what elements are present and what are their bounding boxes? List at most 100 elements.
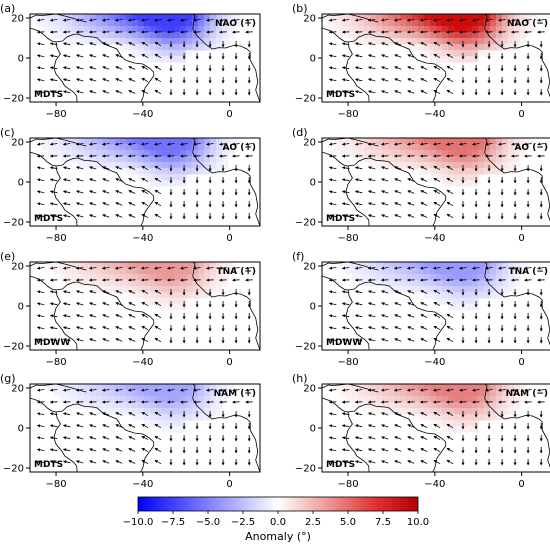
anomaly-cell xyxy=(78,268,85,275)
anomaly-cell xyxy=(102,274,109,281)
y-tick-label: 0 xyxy=(310,302,316,313)
wind-vector xyxy=(367,142,376,146)
anomaly-cell xyxy=(198,168,205,175)
anomaly-cell xyxy=(144,38,151,45)
wind-vector xyxy=(115,424,123,428)
anomaly-cell xyxy=(400,286,407,293)
anomaly-cell xyxy=(228,144,235,151)
wind-vector xyxy=(62,90,71,94)
anomaly-cell xyxy=(84,384,91,391)
anomaly-cell xyxy=(96,162,103,169)
wind-vector xyxy=(62,314,71,318)
wind-vector xyxy=(407,424,415,428)
anomaly-cell xyxy=(198,396,205,403)
anomaly-cell xyxy=(400,384,407,391)
anomaly-cell xyxy=(198,274,205,281)
wind-vector xyxy=(407,202,415,206)
anomaly-cell xyxy=(442,168,449,175)
wind-vector xyxy=(407,90,415,94)
anomaly-cell xyxy=(352,144,359,151)
anomaly-cell xyxy=(406,390,413,397)
anomaly-cell xyxy=(406,156,413,163)
anomaly-cell xyxy=(508,402,515,409)
anomaly-cell xyxy=(156,298,163,305)
wind-vector xyxy=(407,78,415,82)
anomaly-cell xyxy=(192,274,199,281)
anomaly-cell xyxy=(162,390,169,397)
anomaly-cell xyxy=(96,144,103,151)
anomaly-cell xyxy=(358,390,365,397)
wind-vector xyxy=(89,412,97,416)
anomaly-cell xyxy=(346,32,353,39)
anomaly-cell xyxy=(382,280,389,287)
anomaly-cell xyxy=(496,414,503,421)
anomaly-cell xyxy=(48,144,55,151)
wind-vector xyxy=(75,178,84,182)
anomaly-cell xyxy=(198,402,205,409)
anomaly-cell xyxy=(520,268,527,275)
anomaly-cell xyxy=(406,44,413,51)
anomaly-cell xyxy=(162,274,169,281)
wind-vector xyxy=(367,18,376,22)
anomaly-cell xyxy=(412,156,419,163)
anomaly-cell xyxy=(424,168,431,175)
anomaly-cell xyxy=(436,280,443,287)
anomaly-cell xyxy=(192,268,199,275)
wind-vector xyxy=(141,411,149,417)
y-tick-label: 0 xyxy=(310,178,316,189)
anomaly-cell xyxy=(484,32,491,39)
wind-vector xyxy=(485,18,493,22)
index-label: AO (−) xyxy=(514,143,548,153)
anomaly-cell xyxy=(60,14,67,21)
anomaly-cell xyxy=(150,390,157,397)
wind-vector xyxy=(36,90,45,94)
anomaly-cell xyxy=(472,292,479,299)
wind-vector xyxy=(341,314,350,318)
anomaly-cell xyxy=(496,396,503,403)
wind-vector xyxy=(407,290,415,294)
wind-vector xyxy=(75,314,84,318)
wind-vector xyxy=(354,66,363,70)
anomaly-cell xyxy=(186,26,193,33)
anomaly-cell xyxy=(204,162,211,169)
anomaly-cell xyxy=(120,262,127,269)
anomaly-cell xyxy=(72,138,79,145)
anomaly-cell xyxy=(478,26,485,33)
anomaly-cell xyxy=(454,292,461,299)
anomaly-cell xyxy=(448,298,455,305)
anomaly-cell xyxy=(192,32,199,39)
anomaly-cell xyxy=(156,38,163,45)
wind-vector xyxy=(128,78,136,82)
anomaly-cell xyxy=(60,262,67,269)
anomaly-cell xyxy=(90,262,97,269)
anomaly-cell xyxy=(114,402,121,409)
y-tick-label: 0 xyxy=(18,178,24,189)
anomaly-cell xyxy=(144,168,151,175)
anomaly-cell xyxy=(72,402,79,409)
anomaly-cell xyxy=(364,402,371,409)
wind-vector xyxy=(49,338,58,342)
wind-vector xyxy=(128,214,136,218)
wind-vector xyxy=(154,189,162,195)
anomaly-cell xyxy=(78,144,85,151)
wind-vector xyxy=(328,388,337,392)
anomaly-cell xyxy=(496,286,503,293)
anomaly-cell xyxy=(430,414,437,421)
wind-vector xyxy=(472,142,480,146)
anomaly-cell xyxy=(388,274,395,281)
anomaly-cell xyxy=(448,262,455,269)
anomaly-cell xyxy=(192,26,199,33)
anomaly-cell xyxy=(150,298,157,305)
anomaly-cell xyxy=(496,156,503,163)
anomaly-cell xyxy=(144,156,151,163)
anomaly-cell xyxy=(514,268,521,275)
anomaly-cell xyxy=(364,144,371,151)
wind-vector xyxy=(49,290,58,294)
wind-vector xyxy=(485,266,493,270)
anomaly-cell xyxy=(460,138,467,145)
y-tick-label: 20 xyxy=(303,138,316,149)
anomaly-cell xyxy=(490,390,497,397)
wind-vector xyxy=(420,166,428,170)
anomaly-cell xyxy=(90,402,97,409)
wind-vector xyxy=(433,301,441,307)
